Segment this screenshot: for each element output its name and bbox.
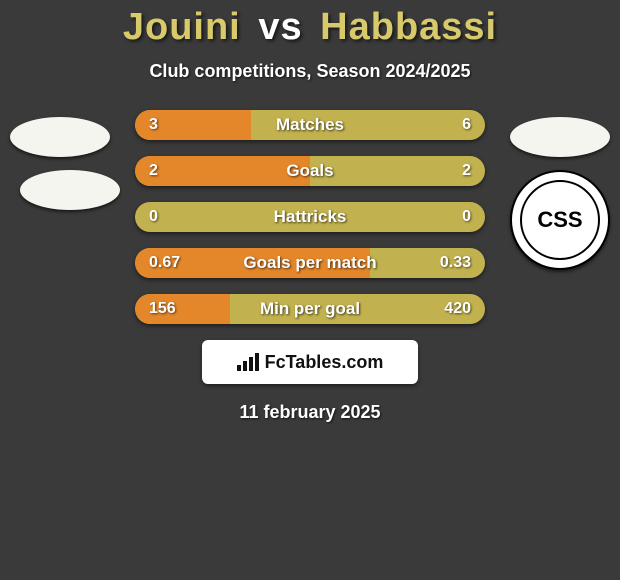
stat-right-value: 2 bbox=[448, 156, 485, 186]
crest-right-1 bbox=[510, 117, 610, 157]
player1-name: Jouini bbox=[123, 6, 241, 48]
stat-bar-matches: 3 Matches 6 bbox=[135, 110, 485, 140]
chart-icon bbox=[237, 353, 259, 371]
stat-label: Goals bbox=[135, 156, 485, 186]
crest-right-2-text: CSS bbox=[537, 207, 582, 233]
vs-label: vs bbox=[258, 6, 302, 48]
date-text: 11 february 2025 bbox=[0, 402, 620, 423]
stat-right-value: 0.33 bbox=[426, 248, 485, 278]
brand-badge: FcTables.com bbox=[202, 340, 418, 384]
stat-label: Matches bbox=[135, 110, 485, 140]
crest-left-1 bbox=[10, 117, 110, 157]
page-title: Jouini vs Habbassi bbox=[0, 0, 620, 49]
stat-bar-hattricks: 0 Hattricks 0 bbox=[135, 202, 485, 232]
player2-name: Habbassi bbox=[320, 6, 497, 48]
stat-right-value: 420 bbox=[430, 294, 485, 324]
stat-bar-mpg: 156 Min per goal 420 bbox=[135, 294, 485, 324]
subtitle: Club competitions, Season 2024/2025 bbox=[0, 61, 620, 82]
brand-text: FcTables.com bbox=[265, 352, 384, 373]
stat-bar-goals: 2 Goals 2 bbox=[135, 156, 485, 186]
stat-right-value: 0 bbox=[448, 202, 485, 232]
crest-left-2 bbox=[20, 170, 120, 210]
crest-right-2: CSS bbox=[510, 170, 610, 270]
stat-bar-gpm: 0.67 Goals per match 0.33 bbox=[135, 248, 485, 278]
stat-bars: 3 Matches 6 2 Goals 2 0 Hattricks 0 0.67… bbox=[135, 110, 485, 324]
stat-right-value: 6 bbox=[448, 110, 485, 140]
stat-label: Hattricks bbox=[135, 202, 485, 232]
